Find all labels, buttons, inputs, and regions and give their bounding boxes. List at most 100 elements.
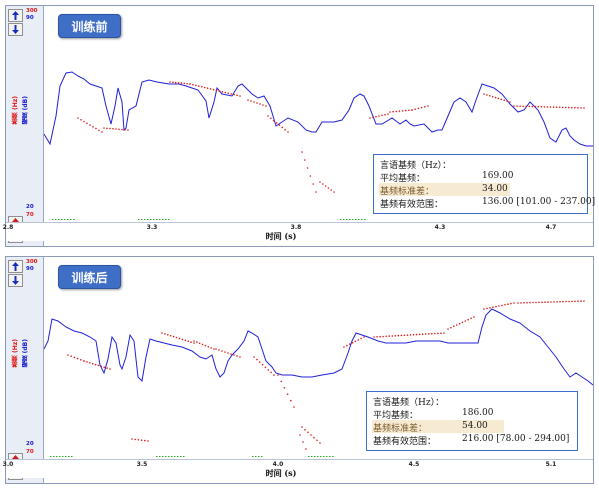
scale-bottom-pitch: 70 — [26, 449, 34, 455]
pitch-dot — [239, 95, 241, 97]
pitch-dot — [92, 126, 94, 128]
pitch-dot — [253, 101, 255, 103]
pitch-dot — [450, 326, 452, 329]
pitch-dot — [583, 107, 585, 109]
pitch-dot — [270, 117, 272, 120]
pitch-dot — [461, 321, 464, 324]
pitch-dot — [192, 83, 194, 86]
pitch-dot — [278, 124, 281, 126]
pitch-dot — [327, 187, 330, 189]
scale-down-blue-button[interactable] — [8, 23, 23, 36]
voicing-mark — [156, 219, 158, 220]
scale-up-blue-button[interactable] — [8, 9, 23, 22]
arrow-up-icon — [12, 262, 19, 271]
pitch-dot — [313, 436, 315, 439]
voicing-mark — [53, 456, 55, 457]
voicing-mark — [150, 219, 152, 220]
pitch-dot — [83, 360, 85, 362]
voicing-mark — [64, 219, 66, 220]
mean-label: 平均基频： — [380, 174, 426, 184]
pitch-dot — [100, 365, 103, 368]
pitch-dot — [562, 300, 564, 303]
pitch-dot — [212, 88, 215, 91]
voicing-mark — [65, 456, 67, 457]
pitch-dot — [577, 300, 579, 302]
pitch-dot — [86, 361, 88, 363]
pitch-dot — [312, 183, 315, 185]
pitch-dot — [284, 128, 286, 131]
pitch-dot — [453, 325, 455, 328]
pitch-dot — [546, 106, 549, 108]
pitch-dot — [221, 350, 223, 352]
pitch-dot — [247, 99, 249, 101]
pitch-dot — [174, 81, 177, 84]
pitch-dot — [213, 348, 215, 350]
pitch-dot — [509, 101, 511, 103]
pitch-dot — [559, 300, 561, 303]
pitch-dot — [83, 120, 85, 123]
sd-highlight — [372, 420, 504, 433]
pitch-dot — [506, 100, 508, 102]
pitch-dot — [186, 82, 188, 85]
pitch-dot — [134, 438, 136, 441]
pitch-dot — [178, 337, 181, 340]
pitch-dot — [293, 406, 295, 408]
voicing-mark — [320, 456, 322, 457]
voicing-mark — [59, 456, 61, 457]
pitch-dot — [550, 301, 552, 303]
pitch-dot — [467, 318, 470, 321]
pitch-dot — [267, 115, 269, 117]
scale-up-blue-button[interactable] — [8, 260, 23, 273]
pitch-dot — [106, 127, 108, 130]
pitch-dot — [319, 442, 321, 444]
pitch-dot — [253, 356, 255, 358]
x-tick: 4.5 — [408, 461, 420, 468]
scale-down-blue-button[interactable] — [8, 274, 23, 287]
plot-area — [43, 257, 594, 459]
pitch-dot — [101, 131, 103, 133]
pitch-dot — [568, 300, 570, 303]
voicing-mark — [70, 219, 72, 220]
voicing-mark — [56, 456, 58, 457]
pitch-dot — [76, 357, 79, 360]
pitch-dot — [531, 105, 534, 108]
pitch-dot — [522, 105, 524, 108]
voicing-mark — [361, 219, 363, 220]
voicing-marks — [52, 219, 366, 220]
scale-control-column: 300 90 基频 (Hz) 幅度 (dB) 20 70 — [6, 6, 44, 246]
arrow-up-icon — [12, 11, 19, 20]
pitch-dot — [491, 95, 494, 98]
pitch-dot — [513, 302, 515, 304]
pitch-dot — [172, 335, 175, 338]
pitch-dot — [529, 301, 531, 304]
voicing-mark — [174, 456, 176, 457]
pitch-dot — [183, 82, 186, 85]
pitch-dot — [304, 159, 306, 161]
arrow-down-icon — [12, 25, 19, 34]
pitch-dot — [299, 434, 301, 436]
pitch-stats-box: 言语基频（Hz）： 平均基频： 169.00 基频标准差： 34.00 基频有效… — [373, 154, 595, 214]
pitch-dot — [394, 335, 397, 337]
pitch-dot — [286, 393, 289, 395]
pitch-dot — [256, 102, 258, 104]
pitch-dot — [427, 105, 429, 107]
pitch-dot — [387, 113, 389, 115]
pitch-dot — [127, 129, 129, 131]
pitch-dot — [556, 301, 558, 303]
voicing-mark — [252, 456, 254, 457]
stats-heading: 言语基频（Hz）： — [373, 398, 445, 408]
pitch-dot — [395, 110, 398, 113]
pitch-dot — [319, 181, 321, 183]
pitch-dot — [277, 374, 279, 376]
pitch-dot — [363, 336, 365, 338]
x-axis-title: 时间 (s) — [265, 468, 297, 478]
pitch-dot — [256, 358, 258, 361]
voicing-mark — [323, 456, 325, 457]
pitch-dot — [193, 342, 195, 344]
scale-bottom-pitch: 70 — [26, 212, 34, 218]
pitch-dot — [103, 366, 105, 368]
pitch-dot — [258, 361, 261, 363]
pitch-dot — [412, 333, 415, 336]
pitch-dot — [118, 128, 120, 131]
x-tick: 3.0 — [2, 461, 14, 468]
